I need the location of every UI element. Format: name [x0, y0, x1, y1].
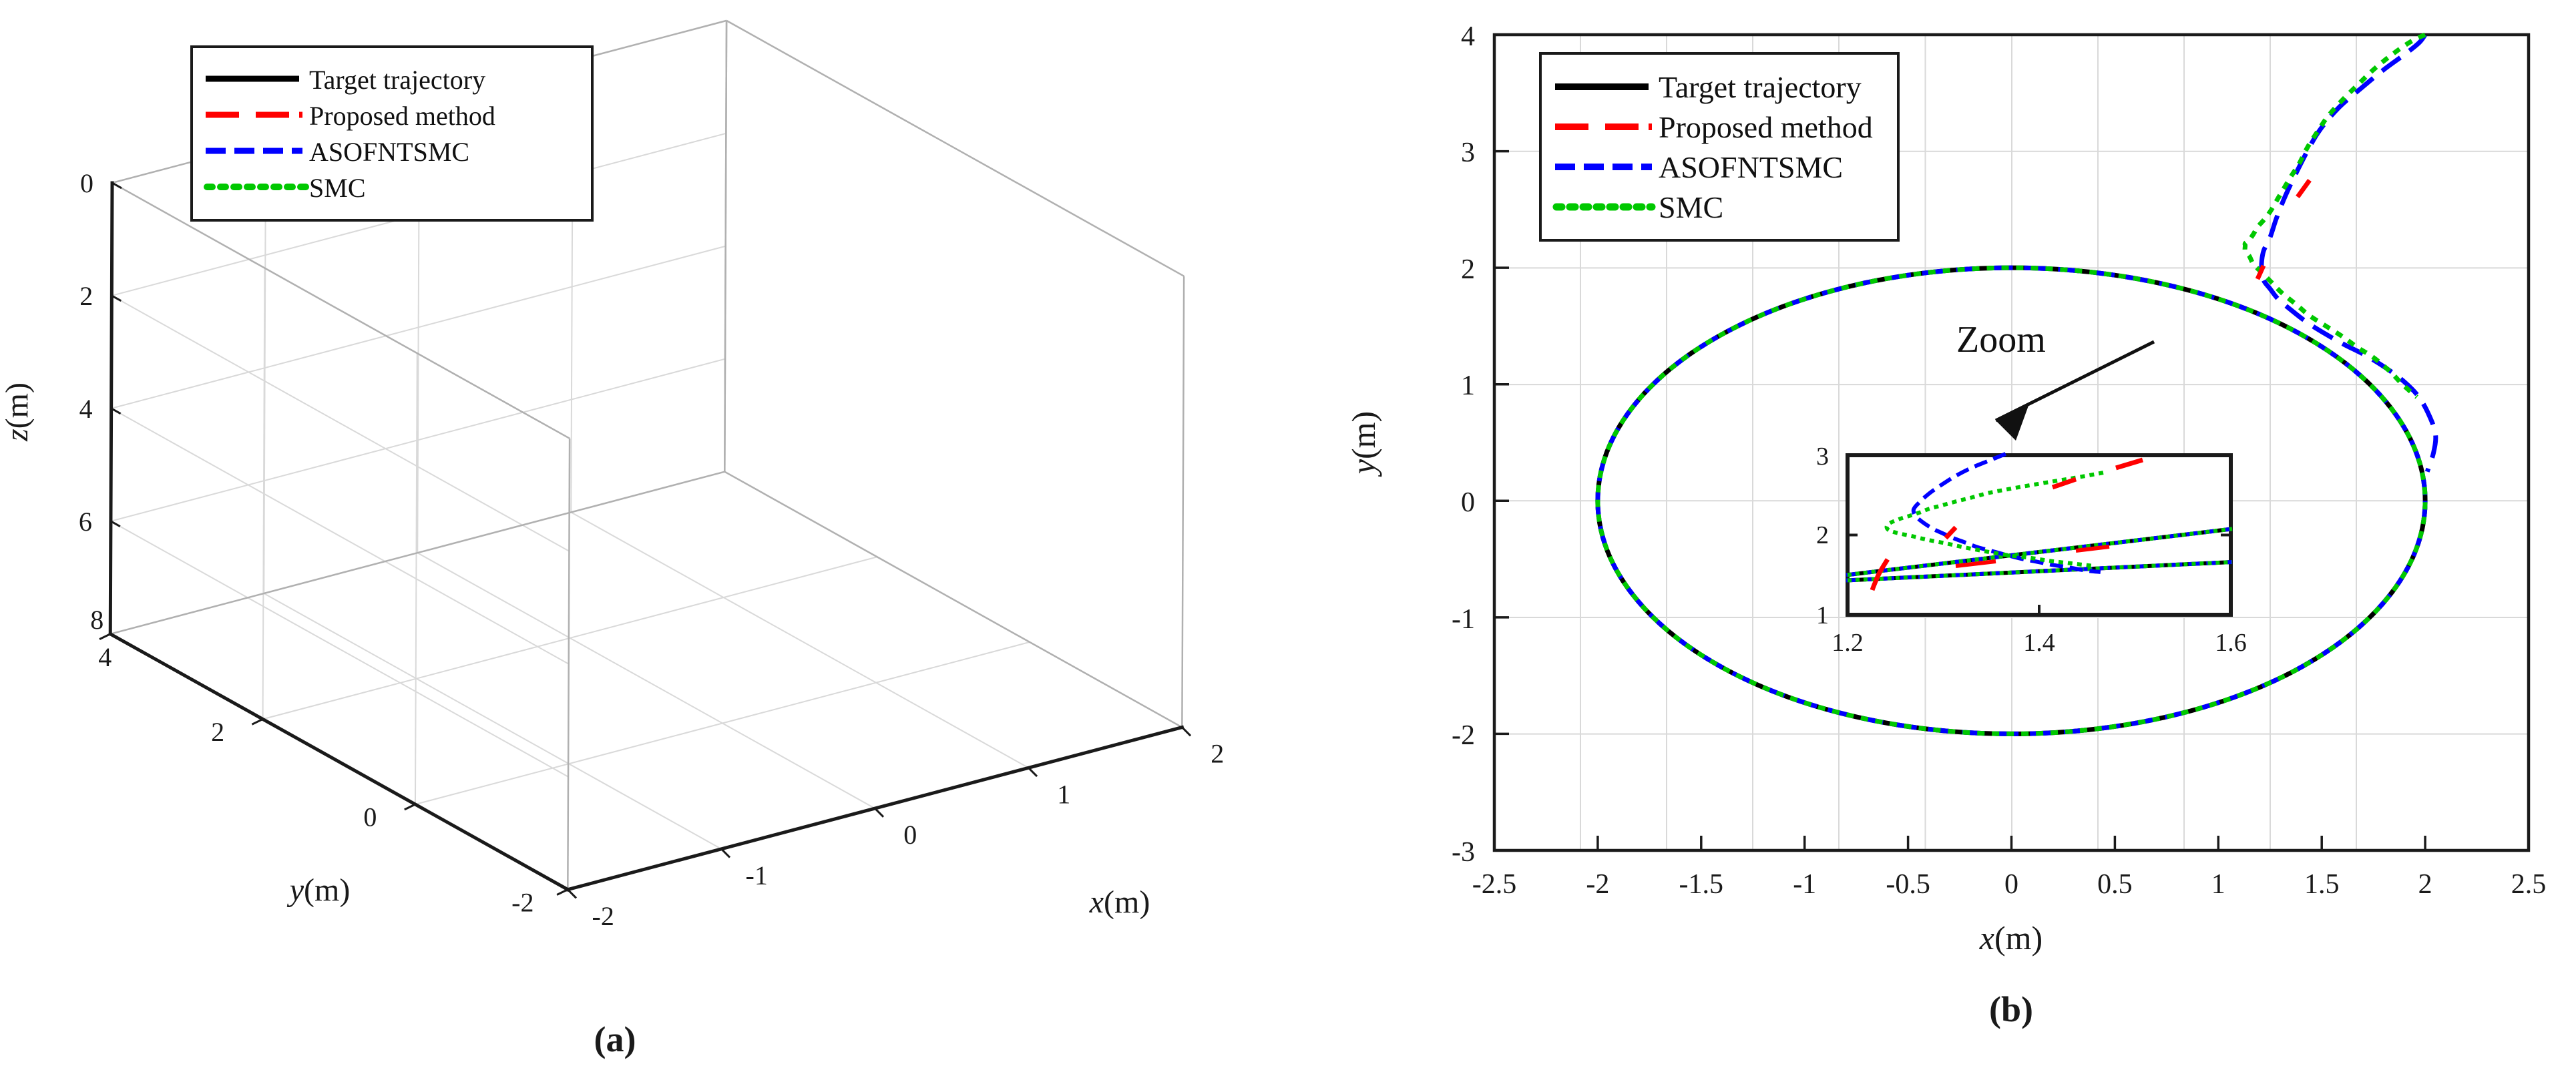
- svg-text:SMC: SMC: [1659, 190, 1723, 224]
- svg-text:-1: -1: [1793, 869, 1816, 900]
- svg-text:0: 0: [363, 802, 377, 832]
- svg-text:x(m): x(m): [1089, 884, 1150, 920]
- svg-text:1: 1: [1816, 601, 1829, 629]
- svg-text:1.6: 1.6: [2215, 629, 2247, 657]
- svg-text:1: 1: [1057, 780, 1070, 810]
- svg-text:2: 2: [1816, 521, 1829, 549]
- svg-text:0.5: 0.5: [2097, 869, 2133, 900]
- svg-text:1.4: 1.4: [2023, 629, 2055, 657]
- svg-text:2: 2: [211, 717, 224, 747]
- svg-text:Target trajectory: Target trajectory: [1659, 70, 1862, 104]
- svg-text:Proposed method: Proposed method: [1659, 110, 1873, 144]
- svg-text:0: 0: [80, 168, 93, 198]
- svg-text:0: 0: [903, 820, 917, 850]
- svg-text:-1.5: -1.5: [1679, 869, 1724, 900]
- svg-text:SMC: SMC: [309, 173, 366, 203]
- svg-text:-1: -1: [746, 860, 768, 890]
- svg-text:z(m): z(m): [0, 382, 35, 442]
- svg-text:-1: -1: [1452, 604, 1475, 635]
- svg-text:Zoom: Zoom: [1956, 319, 2046, 360]
- svg-text:Proposed method: Proposed method: [309, 101, 495, 131]
- svg-text:(a): (a): [594, 1019, 636, 1059]
- svg-text:4: 4: [79, 394, 93, 424]
- svg-text:-2.5: -2.5: [1472, 869, 1517, 900]
- svg-text:ASOFNTSMC: ASOFNTSMC: [309, 137, 469, 167]
- svg-text:y(m): y(m): [286, 872, 351, 908]
- svg-text:2: 2: [1211, 739, 1224, 769]
- svg-text:2: 2: [1461, 254, 1475, 285]
- svg-text:8: 8: [90, 605, 103, 635]
- svg-text:6: 6: [79, 507, 92, 537]
- svg-text:4: 4: [1461, 21, 1475, 52]
- svg-text:0: 0: [2004, 869, 2018, 900]
- svg-text:2: 2: [2418, 869, 2432, 900]
- svg-text:1: 1: [1461, 370, 1475, 401]
- svg-text:3: 3: [1816, 443, 1829, 471]
- svg-text:-2: -2: [1586, 869, 1609, 900]
- svg-text:Target trajectory: Target trajectory: [309, 65, 485, 95]
- svg-text:(b): (b): [1989, 989, 2033, 1029]
- svg-text:ASOFNTSMC: ASOFNTSMC: [1659, 150, 1843, 184]
- svg-text:4: 4: [98, 642, 112, 672]
- svg-text:-3: -3: [1452, 837, 1475, 868]
- svg-text:0: 0: [1461, 487, 1475, 518]
- svg-text:1: 1: [2211, 869, 2225, 900]
- svg-text:-0.5: -0.5: [1886, 869, 1930, 900]
- svg-text:1.2: 1.2: [1832, 629, 1864, 657]
- svg-text:x(m): x(m): [1979, 919, 2043, 957]
- svg-text:2.5: 2.5: [2511, 869, 2547, 900]
- svg-text:3: 3: [1461, 138, 1475, 168]
- svg-text:y(m): y(m): [1345, 411, 1382, 477]
- svg-text:1.5: 1.5: [2304, 869, 2340, 900]
- svg-text:-2: -2: [511, 887, 533, 917]
- svg-text:-2: -2: [1452, 720, 1475, 751]
- svg-text:2: 2: [79, 281, 93, 311]
- svg-text:-2: -2: [592, 901, 614, 931]
